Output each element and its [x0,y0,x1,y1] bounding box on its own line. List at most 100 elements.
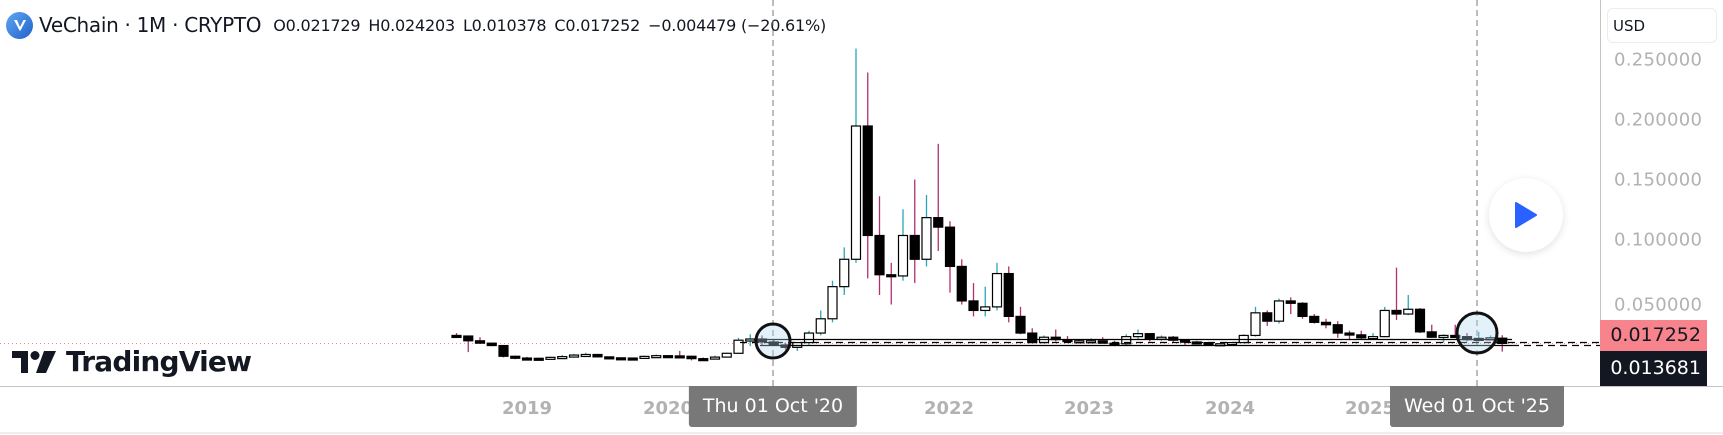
tradingview-logo[interactable]: TradingView [12,345,252,378]
last-price-label: 0.017252 [1600,320,1707,351]
candle-up [827,286,838,320]
candle-up [803,332,815,344]
candle-up [733,339,744,354]
candle-down [1332,324,1343,334]
candle-down [909,234,920,260]
price-tick: 0.250000 [1614,49,1703,71]
candle-down [874,234,885,276]
tradingview-logo-icon [12,350,56,373]
candle-down [1027,332,1038,344]
candle-down [886,274,897,278]
highlight-circle-oct-2020 [754,322,792,360]
candle-down [510,355,521,359]
candle-up [721,352,732,358]
candle-down [592,353,603,358]
candle-down [615,357,627,361]
candle-down [474,340,486,344]
candle-down [486,342,497,347]
candle-down [862,125,873,237]
candle-down [521,357,533,361]
tradingview-logo-text: TradingView [66,345,252,378]
candle-up [557,356,568,360]
candle-down [1497,337,1508,345]
time-axis-bottom-border [0,432,1723,434]
play-icon [1515,202,1537,228]
candle-up [745,338,756,342]
candle-down [968,300,979,312]
candle-down [1391,309,1402,315]
candle-down [463,335,474,342]
time-label: 2022 [923,398,975,419]
candle-down [627,357,638,361]
candle-up [1379,309,1390,338]
time-label: 2020 [642,398,694,419]
price-tick: 0.100000 [1614,229,1703,251]
candle-up [850,125,862,260]
candle-down [1426,331,1437,338]
candle-down [662,355,674,359]
ohlc-values: O0.021729 H0.024203 L0.010378 C0.017252 −0.0… [273,16,834,35]
time-label: 2025 [1344,398,1396,419]
candle-up [709,356,721,360]
time-label: 2024 [1204,398,1256,419]
candle-up [897,234,909,277]
candle-down [944,226,956,268]
candle-down [451,334,462,339]
price-axis[interactable] [1600,0,1723,386]
candle-up [639,355,650,359]
candle-up [815,318,826,334]
crosshair-date-label: Wed 01 Oct '25 [1390,386,1564,427]
candle-up [1438,334,1449,339]
candle-up [991,272,1003,308]
low-value: L0.010378 [462,15,547,35]
time-label: 2023 [1063,398,1115,419]
candle-up [580,353,591,358]
candle-down [1414,308,1426,333]
high-value: H0.024203 [368,15,455,35]
candle-down [533,357,544,361]
price-tick: 0.150000 [1614,169,1703,191]
candle-up [651,355,662,359]
chart-header: VeChain · 1M · CRYPTO O0.021729 H0.024203… [6,10,834,40]
candle-up [1250,312,1261,337]
candle-down [1015,315,1026,334]
candlestick-chart[interactable] [0,0,1600,386]
candle-down [1144,333,1155,340]
candle-down [1309,315,1320,323]
candle-down [1297,302,1308,317]
candle-up [1403,308,1414,315]
candle-down [1356,334,1367,339]
candle-down [1450,334,1461,339]
price-tick: 0.200000 [1614,109,1703,131]
candle-down [1003,272,1014,317]
candle-up [1273,300,1285,322]
candle-up [1367,336,1379,340]
symbol-title[interactable]: VeChain · 1M · CRYPTO [39,13,262,37]
candle-down [1168,336,1179,341]
candle-down [498,344,509,357]
candle-down [1344,332,1355,336]
crosshair-price-label: 0.013681 [1600,351,1707,386]
candle-down [698,358,709,362]
candle-up [1132,333,1144,338]
candle-down [933,217,944,228]
replay-play-button[interactable] [1489,178,1563,252]
candle-down [1285,300,1296,304]
candle-up [980,306,991,312]
candle-down [1262,312,1273,322]
time-axis-border [0,386,1723,387]
currency-selector[interactable]: USD [1607,8,1717,43]
crosshair-date-label: Thu 01 Oct '20 [688,386,858,427]
highlight-circle-oct-2025 [1455,311,1499,355]
candle-up [921,217,932,260]
vechain-logo-icon [6,11,33,39]
candle-down [956,265,967,302]
open-value: O0.021729 [273,15,361,35]
candle-down [1320,321,1332,326]
close-value: C0.017252 [554,15,641,35]
change-value: −0.004479 (−20.61%) [648,15,827,35]
candle-up [1121,336,1132,345]
candle-up [839,258,850,288]
candle-down [674,355,685,359]
candle-up [568,354,580,358]
